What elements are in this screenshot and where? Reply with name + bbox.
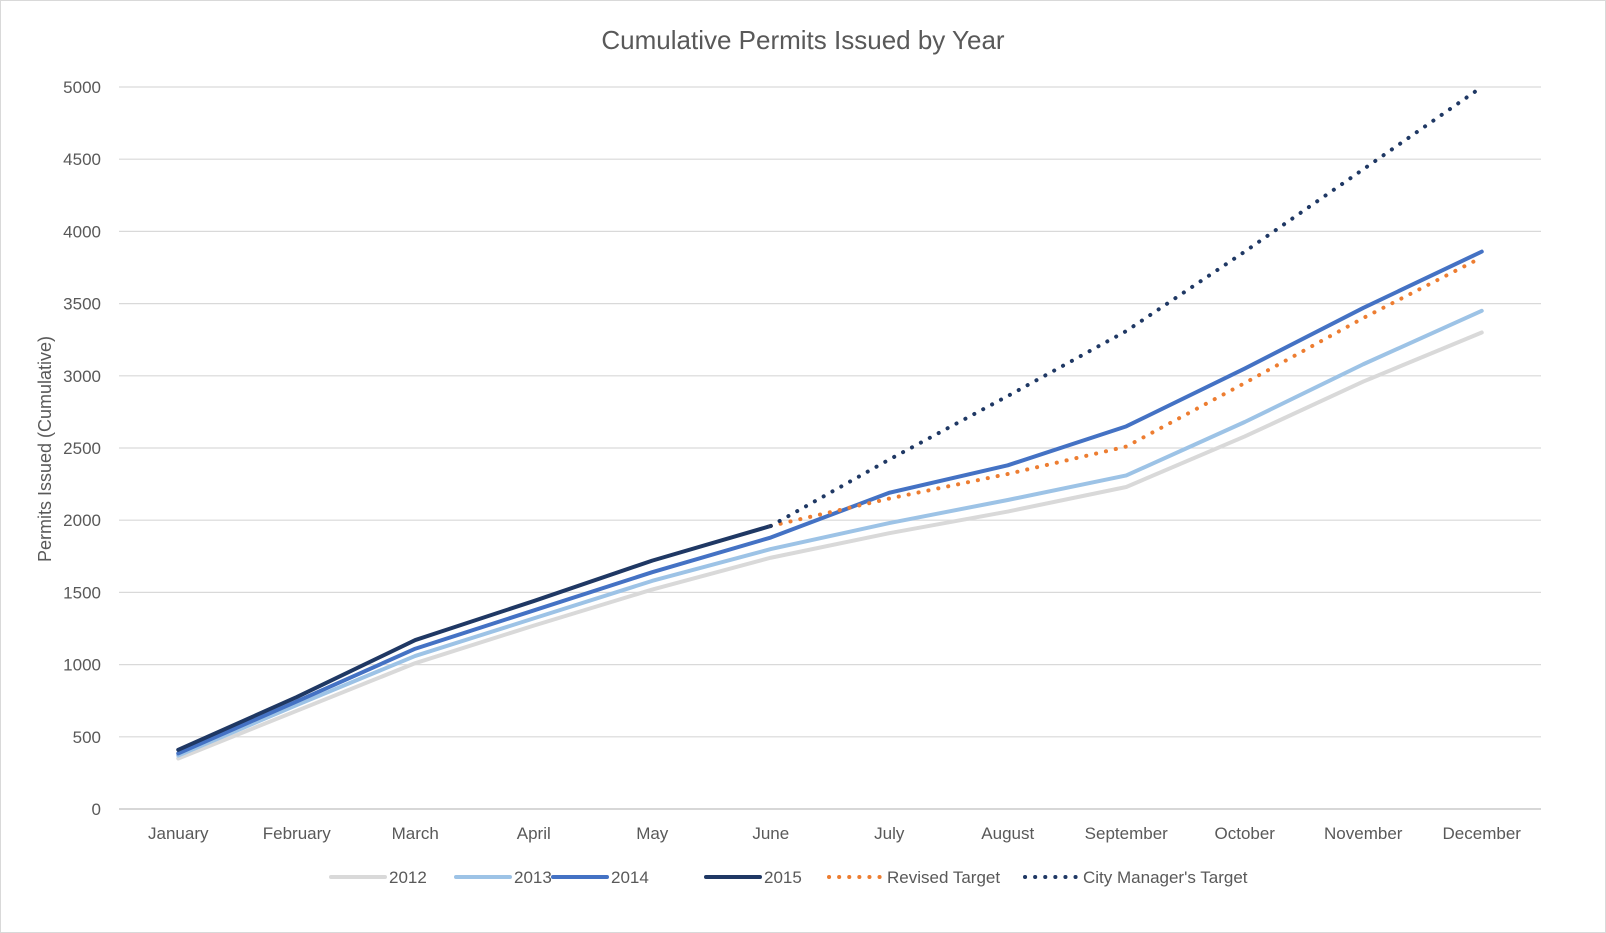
legend-label: 2014 xyxy=(611,868,649,887)
x-tick-label: April xyxy=(517,824,551,843)
x-tick-label: July xyxy=(874,824,905,843)
legend-item-2015: 2015 xyxy=(704,868,802,887)
x-tick-label: September xyxy=(1085,824,1168,843)
series-line-city-manager-s-target xyxy=(768,85,1484,528)
x-tick-label: December xyxy=(1443,824,1522,843)
x-tick-label: May xyxy=(636,824,669,843)
series-line-2015 xyxy=(176,523,773,752)
y-axis-ticks: 0 500 1000 1500 2000 2500 3000 3500 4000 4500 5000 xyxy=(63,78,101,819)
y-tick-label: 3500 xyxy=(63,295,101,314)
x-tick-label: February xyxy=(263,824,332,843)
x-tick-label: January xyxy=(148,824,209,843)
legend-item-2014: 2014 xyxy=(551,868,649,887)
y-tick-label: 2500 xyxy=(63,439,101,458)
legend-item-revised-target: Revised Target xyxy=(827,868,1000,887)
legend-label: City Manager's Target xyxy=(1083,868,1248,887)
legend-label: 2013 xyxy=(514,868,552,887)
legend-item-2012: 2012 xyxy=(329,868,427,887)
legend-label: 2012 xyxy=(389,868,427,887)
x-tick-label: November xyxy=(1324,824,1403,843)
y-tick-label: 3000 xyxy=(63,367,101,386)
y-tick-label: 500 xyxy=(73,728,101,747)
y-tick-label: 5000 xyxy=(63,78,101,97)
y-axis-label: Permits Issued (Cumulative) xyxy=(35,336,55,562)
series-line-revised-target xyxy=(768,255,1484,528)
gridlines xyxy=(119,86,1541,810)
series-line-2014 xyxy=(176,249,1484,756)
legend-label: Revised Target xyxy=(887,868,1000,887)
y-tick-label: 2000 xyxy=(63,511,101,530)
x-tick-label: March xyxy=(392,824,439,843)
series-line-2013 xyxy=(176,308,1484,758)
x-tick-label: August xyxy=(981,824,1034,843)
x-axis-ticks: January February March April May June July Augu… xyxy=(148,824,1521,843)
y-tick-label: 0 xyxy=(92,800,101,819)
legend-label: 2015 xyxy=(764,868,802,887)
y-tick-label: 4000 xyxy=(63,222,101,241)
x-tick-label: October xyxy=(1215,824,1276,843)
legend: 2012 2013 2014 2015 Revised Target City Manag… xyxy=(329,868,1248,887)
legend-item-city-manager-s-target: City Manager's Target xyxy=(1023,868,1248,887)
legend-item-2013: 2013 xyxy=(454,868,552,887)
series-lines xyxy=(176,85,1484,761)
series-line-2012 xyxy=(176,330,1484,761)
x-tick-label: June xyxy=(752,824,789,843)
chart-title: Cumulative Permits Issued by Year xyxy=(601,25,1005,55)
y-tick-label: 4500 xyxy=(63,150,101,169)
y-tick-label: 1500 xyxy=(63,583,101,602)
y-tick-label: 1000 xyxy=(63,656,101,675)
